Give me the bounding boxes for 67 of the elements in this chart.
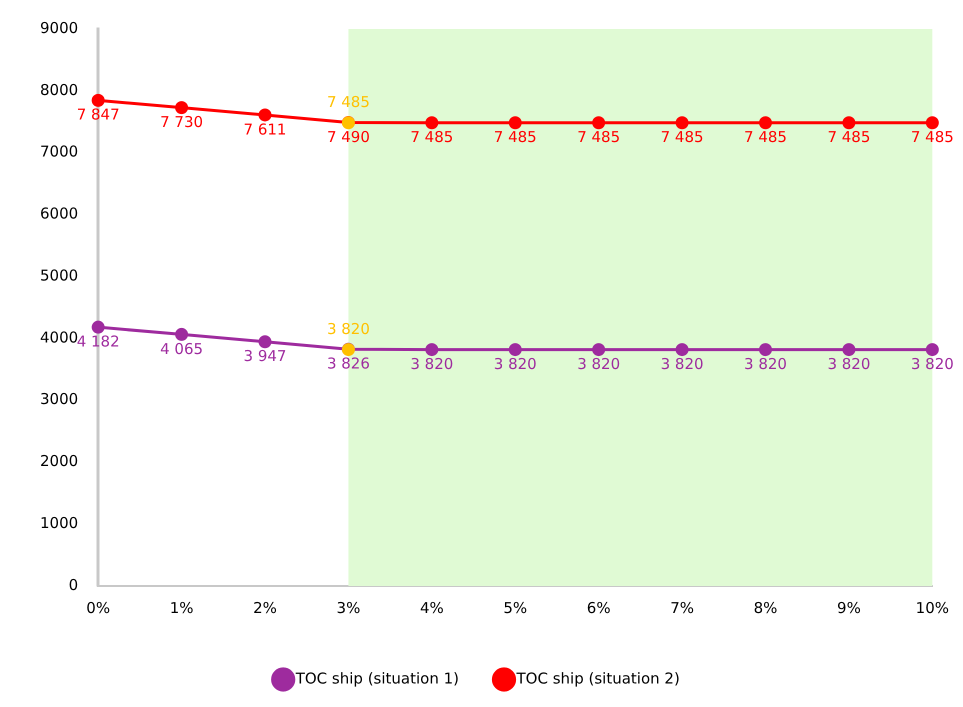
x-tick-label: 6% — [586, 598, 611, 617]
y-tick-label: 4000 — [40, 328, 78, 346]
point — [508, 343, 522, 356]
data-label: 3 820 — [910, 354, 954, 373]
data-label: 7 485 — [910, 128, 954, 146]
y-tick-label: 6000 — [40, 204, 78, 223]
data-label: 7 730 — [160, 112, 204, 131]
x-tick-label: 10% — [916, 598, 949, 617]
data-label: 3 820 — [326, 320, 370, 338]
y-tick-label: 5000 — [40, 266, 78, 284]
data-label: 7 485 — [326, 93, 370, 112]
point — [258, 108, 272, 122]
point — [592, 343, 606, 356]
x-tick-label: 9% — [837, 598, 861, 617]
point — [92, 320, 105, 334]
legend-label: TOC ship (situation 1) — [294, 669, 460, 688]
data-label: 7 485 — [744, 128, 787, 146]
legend-label: TOC ship (situation 2) — [516, 669, 680, 688]
x-tick-label: 1% — [170, 598, 194, 617]
data-label: 7 611 — [244, 120, 286, 138]
point — [175, 101, 188, 114]
data-label: 3 820 — [410, 354, 454, 373]
data-label: 4 182 — [76, 332, 120, 351]
data-label: 3 826 — [326, 354, 370, 373]
x-tick-label: 0% — [86, 598, 110, 617]
data-label: 4 065 — [160, 340, 204, 358]
point — [175, 328, 188, 341]
data-label: 7 490 — [326, 128, 370, 146]
data-label: 7 485 — [577, 128, 620, 146]
point — [425, 343, 438, 356]
x-tick-label: 7% — [670, 598, 694, 617]
y-tick-label: 8000 — [40, 80, 78, 99]
y-tick-label: 2000 — [40, 452, 78, 470]
y-tick-label: 7000 — [40, 142, 78, 161]
data-label: 7 485 — [827, 128, 870, 146]
point — [926, 343, 939, 356]
x-tick-label: 3% — [336, 598, 360, 617]
x-tick-label: 8% — [754, 598, 778, 617]
point — [842, 116, 856, 130]
data-label: 3 820 — [744, 354, 787, 373]
point — [759, 116, 772, 130]
point — [676, 116, 689, 130]
data-label: 3 820 — [494, 354, 537, 373]
point — [425, 116, 438, 130]
point — [508, 116, 522, 130]
data-label: 7 485 — [494, 128, 537, 146]
x-tick-label: 5% — [503, 598, 528, 617]
point — [92, 94, 105, 107]
data-label: 3 820 — [577, 354, 620, 373]
data-label: 3 820 — [660, 354, 704, 373]
y-tick-label: 1000 — [40, 514, 78, 532]
point — [258, 335, 272, 348]
x-tick-label: 2% — [253, 598, 277, 617]
y-tick-label: 3000 — [40, 390, 78, 408]
data-label: 7 485 — [660, 128, 704, 146]
data-label: 7 847 — [76, 106, 120, 124]
data-label: 7 485 — [410, 128, 454, 146]
point — [592, 116, 606, 130]
point — [759, 343, 772, 356]
data-label: 3 820 — [827, 354, 870, 373]
point — [676, 343, 689, 356]
y-tick-label: 0 — [68, 576, 78, 594]
point — [926, 116, 939, 130]
y-tick-label: 9000 — [40, 18, 78, 37]
data-label: 3 947 — [244, 347, 286, 366]
point — [842, 343, 856, 356]
x-tick-label: 4% — [420, 598, 444, 617]
